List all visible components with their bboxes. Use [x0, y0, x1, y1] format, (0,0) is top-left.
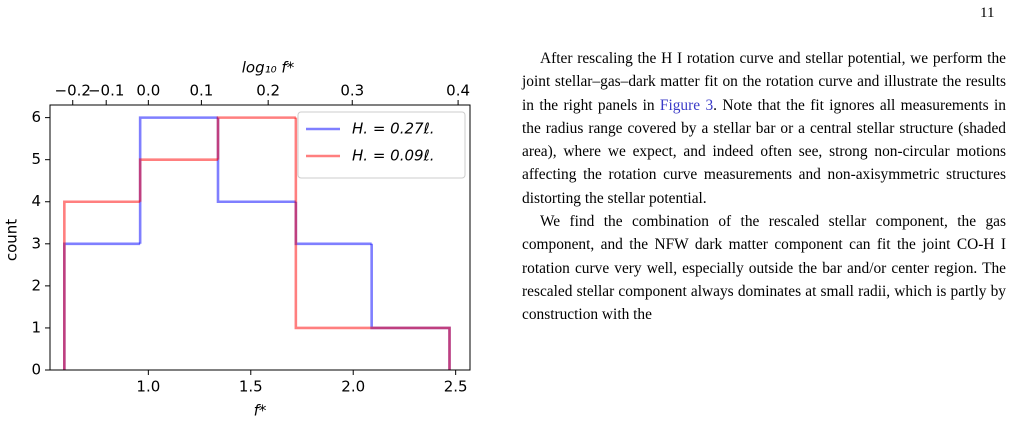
y-tick-label: 5: [31, 150, 41, 168]
page-number: 11: [980, 5, 995, 21]
x-tick-label: 2.5: [444, 378, 468, 396]
histogram-step: [294, 201, 372, 246]
x2-tick-label: 0.1: [189, 82, 213, 100]
x2-tick-label: 0.0: [136, 82, 160, 100]
x-tick-label: 1.5: [239, 378, 263, 396]
text: . Note that the fit ignores all measurem…: [522, 96, 1006, 207]
body-text: After rescaling the H I rotation curve a…: [522, 47, 1006, 327]
legend-label: H. = 0.27ℓ.: [352, 120, 435, 138]
y-axis-label: count: [3, 219, 21, 261]
histogram-step: [371, 326, 451, 370]
text: After rescaling the H I rotation curve a…: [522, 50, 1006, 114]
x2-tick-label: 0.4: [446, 82, 470, 100]
x-tick-label: 1.0: [136, 378, 160, 396]
x2-tick-label: 0.3: [340, 82, 364, 100]
x2-tick-label: −0.2: [55, 82, 91, 100]
y-tick-label: 0: [31, 361, 41, 379]
x2-tick-label: 0.2: [256, 82, 280, 100]
plot-frame: [49, 104, 471, 371]
y-tick-label: 6: [31, 108, 41, 126]
histogram-step: [138, 116, 218, 244]
histogram-step: [216, 116, 296, 160]
x-axis-label: f*: [254, 402, 267, 420]
y-tick-label: 3: [31, 234, 41, 252]
legend-label: H. = 0.09ℓ.: [352, 147, 435, 165]
figure-link[interactable]: Figure 3: [659, 96, 714, 114]
x2-axis-label: log₁₀ f*: [242, 59, 295, 77]
histogram-step: [63, 200, 141, 370]
histogram-step: [370, 243, 451, 370]
histogram-step: [216, 117, 296, 204]
histogram-step: [138, 158, 218, 202]
histogram-step: [294, 117, 372, 330]
y-tick-label: 4: [31, 192, 41, 210]
x2-tick-label: −0.1: [88, 82, 124, 100]
histogram-step: [63, 242, 141, 370]
x-tick-label: 2.0: [341, 378, 365, 396]
paragraph: After rescaling the H I rotation curve a…: [522, 47, 1006, 210]
y-tick-label: 2: [31, 276, 41, 294]
paragraph: We find the combination of the rescaled …: [522, 213, 1006, 324]
y-tick-label: 1: [31, 318, 41, 336]
chart: log₁₀ f* f* count 0 1 2 3 4 5 6 1.0 1.5 2.0 2.5 −0.…: [3, 59, 471, 420]
